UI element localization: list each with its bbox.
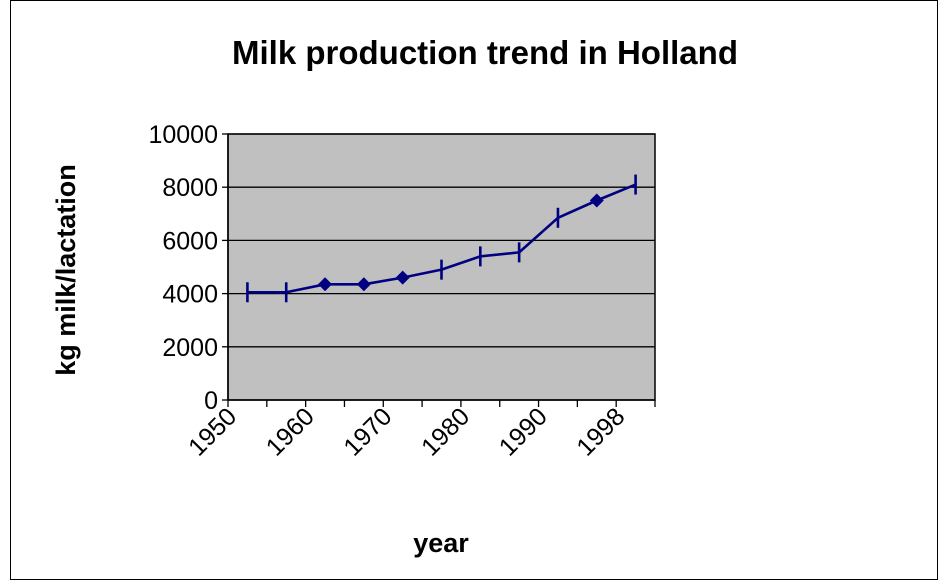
x-tick-label: 1990 [494,402,553,461]
chart-title: Milk production trend in Holland [232,34,738,71]
x-tick-label: 1950 [183,402,242,461]
y-tick-label: 4000 [162,281,218,309]
data-point-diamond [318,277,333,292]
y-tick-label: 2000 [162,334,218,362]
y-tick-label: 0 [204,387,218,415]
x-tick-label: 1998 [571,402,630,461]
data-point-diamond [356,277,371,292]
x-tick-label: 1960 [261,402,320,461]
plot-area: 0 2000 4000 6000 8000 10000 1950 1960 1970 1980 19… [148,121,656,462]
y-tick-label: 8000 [162,174,218,202]
y-tick-label: 10000 [148,121,218,149]
x-axis-title: year [413,528,469,558]
x-tick-label: 1970 [338,402,397,461]
x-tick-label: 1980 [416,402,475,461]
data-point-diamond [589,193,604,208]
y-axis-title: kg milk/lactation [51,164,81,376]
y-tick-label: 6000 [162,227,218,255]
data-point-diamond [395,270,410,285]
